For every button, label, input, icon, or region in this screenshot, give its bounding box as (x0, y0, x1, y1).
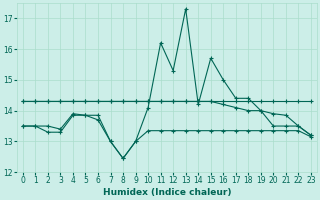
X-axis label: Humidex (Indice chaleur): Humidex (Indice chaleur) (103, 188, 231, 197)
